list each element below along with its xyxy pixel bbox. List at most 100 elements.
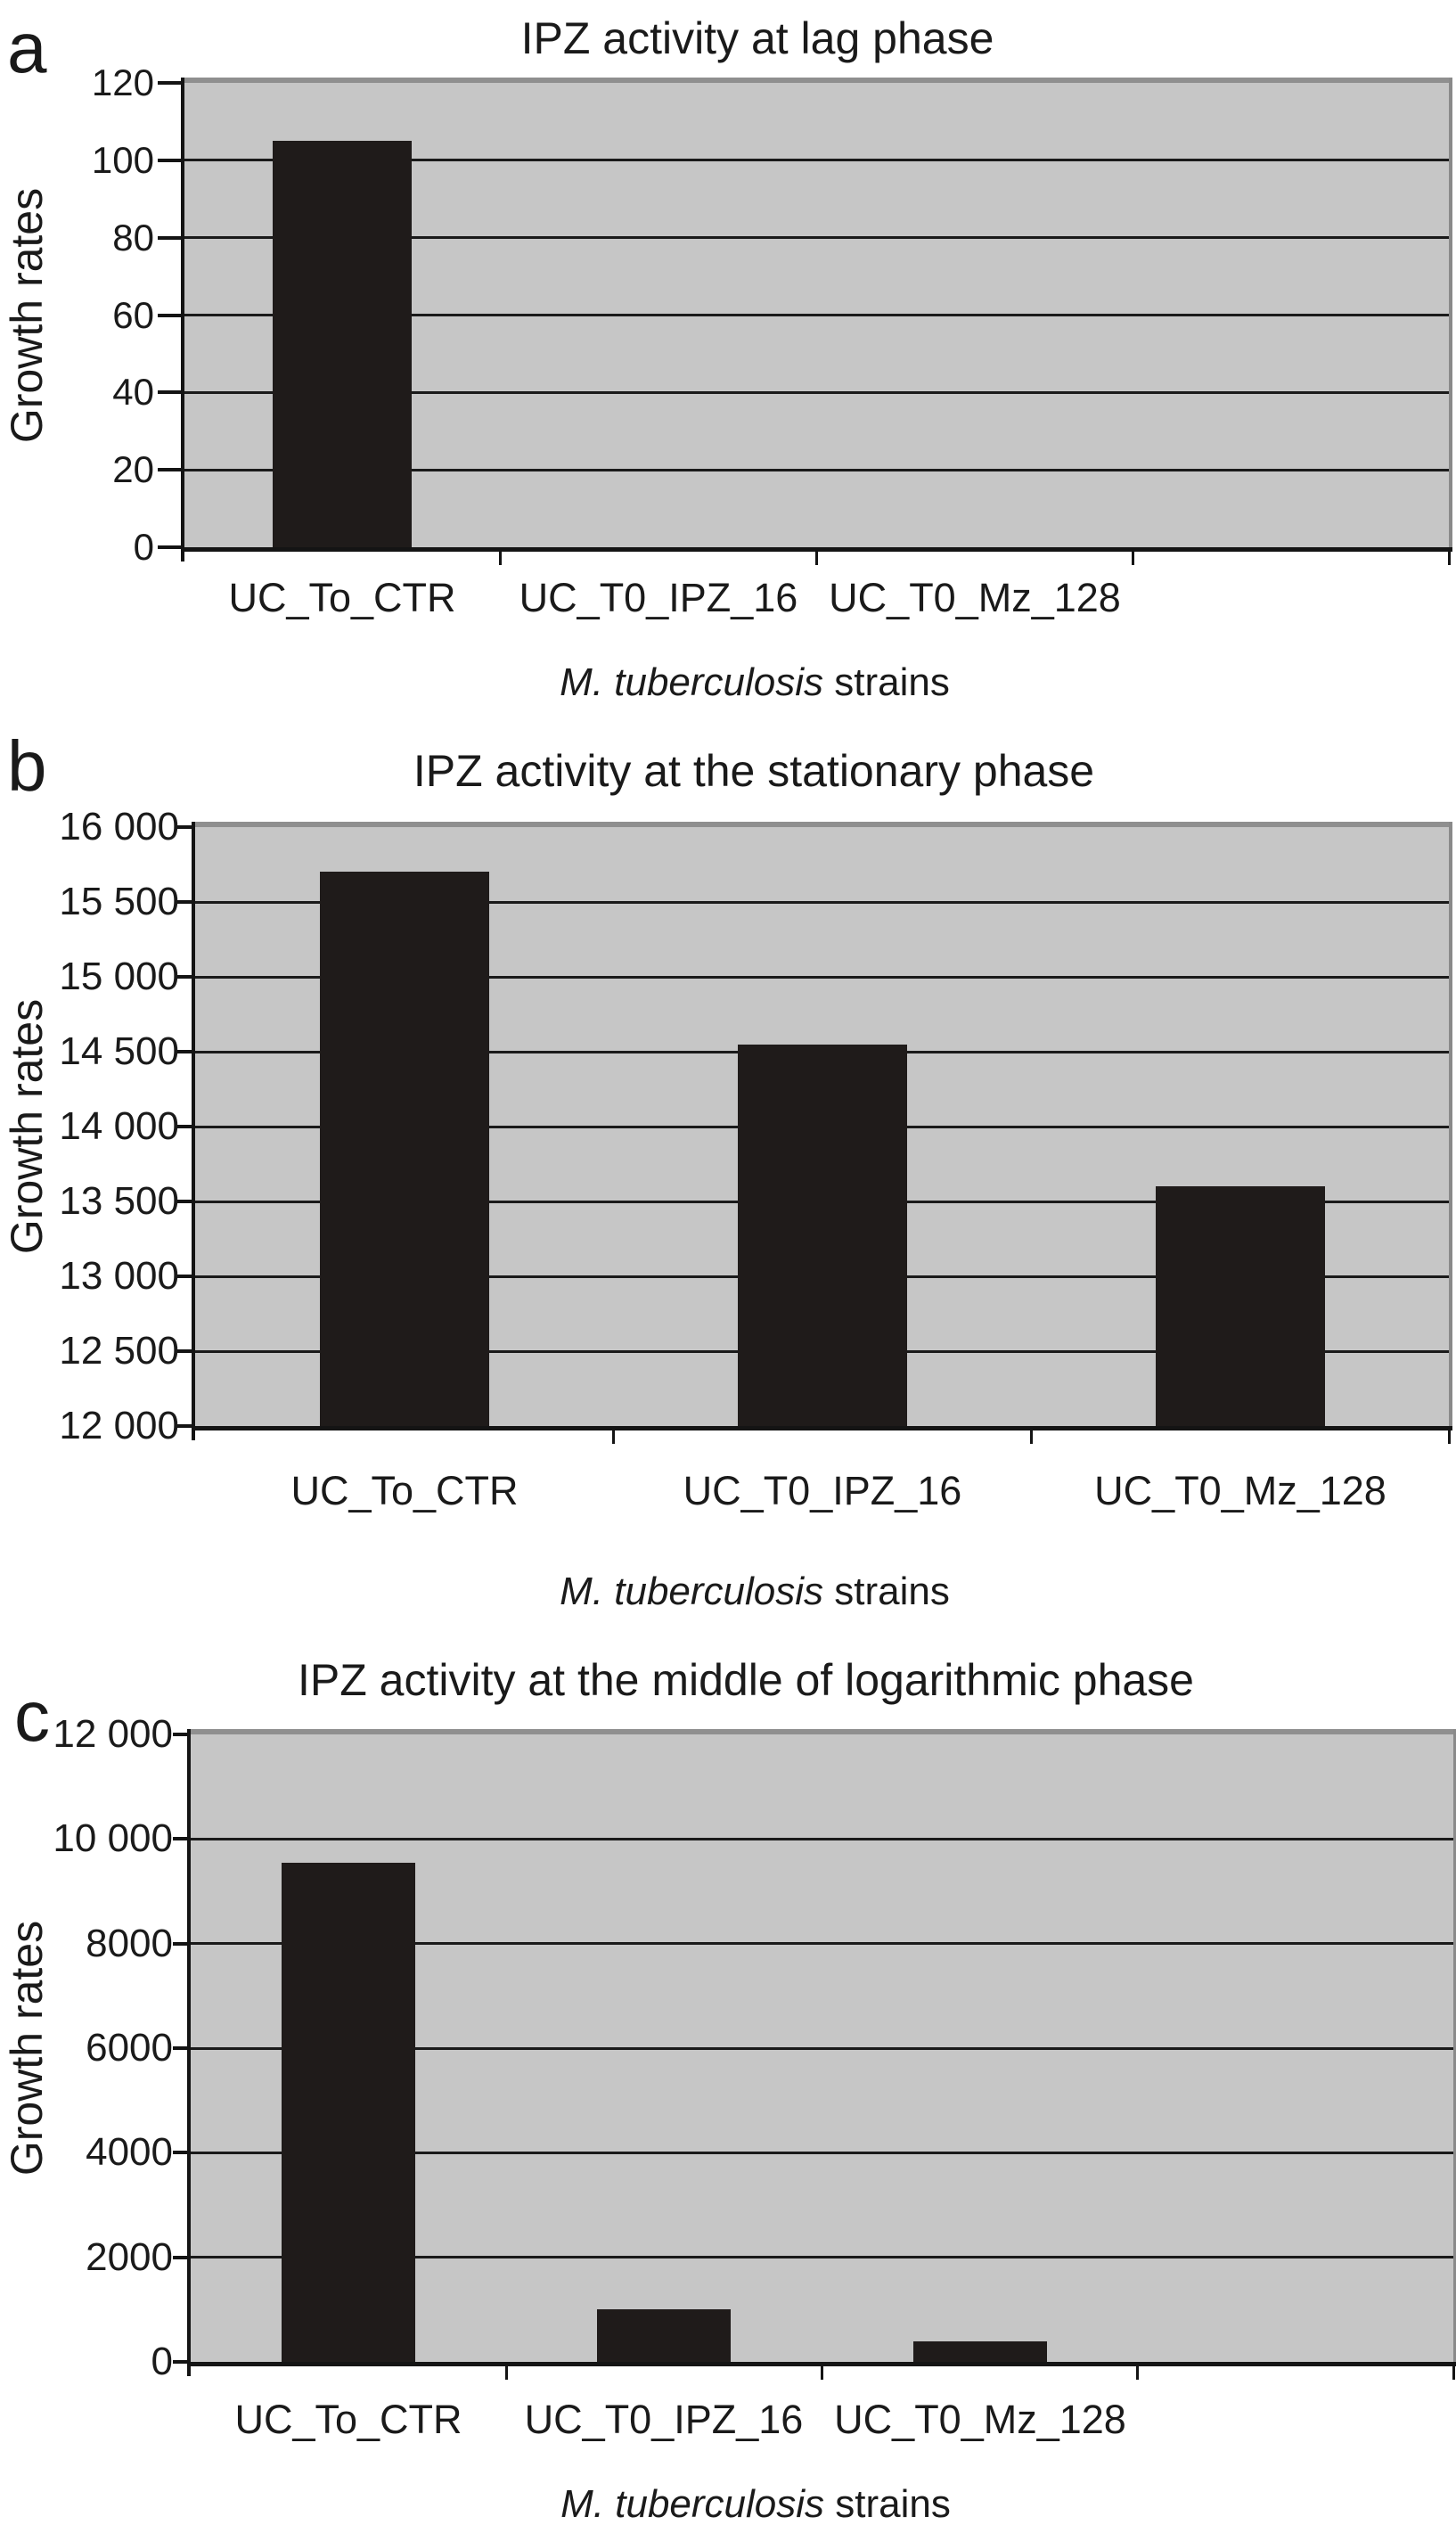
y-axis-tick — [173, 2360, 187, 2364]
y-axis-tick — [158, 159, 181, 162]
y-axis-line — [192, 822, 195, 1440]
plot-right-border — [1449, 78, 1452, 547]
x-axis-title-rest: strains — [823, 660, 950, 704]
y-axis-tick — [158, 390, 181, 394]
chart-title: IPZ activity at the stationary phase — [413, 746, 1095, 796]
category-label: UC_T0_Mz_128 — [834, 2397, 1126, 2442]
gridline — [195, 976, 1449, 979]
category-label: UC_T0_Mz_128 — [829, 575, 1121, 620]
y-axis-tick — [158, 236, 181, 240]
x-axis-line — [187, 2362, 1456, 2366]
y-tick-label: 16 000 — [59, 805, 179, 848]
y-axis-tick — [177, 1050, 192, 1053]
category-label: UC_To_CTR — [290, 1468, 519, 1513]
bar-UC_T0_IPZ_16 — [597, 2309, 731, 2362]
x-axis-tick — [1030, 1430, 1033, 1444]
y-axis-tick — [173, 2256, 187, 2259]
gridline — [195, 901, 1449, 904]
y-axis-tick — [177, 975, 192, 979]
y-tick-label: 13 000 — [59, 1254, 179, 1298]
y-tick-label: 12 500 — [59, 1329, 179, 1373]
gridline — [184, 314, 1449, 316]
y-axis-tick — [177, 1424, 192, 1428]
chart-title: IPZ activity at lag phase — [520, 13, 994, 63]
plot-top-border — [184, 78, 1452, 83]
chart-title: IPZ activity at the middle of logarithmi… — [297, 1655, 1194, 1705]
x-axis-tick — [815, 552, 818, 565]
y-axis-tick — [177, 1275, 192, 1278]
y-tick-label: 15 500 — [59, 880, 179, 923]
gridline — [191, 2047, 1453, 2050]
y-axis-tick — [177, 1349, 192, 1353]
y-tick-label: 60 — [112, 294, 154, 336]
y-axis-tick — [173, 1837, 187, 1840]
gridline — [184, 236, 1449, 239]
bar-UC_To_CTR — [320, 872, 489, 1426]
x-axis-title-italic: M. tuberculosis — [560, 2482, 825, 2526]
panel-letter-b: b — [7, 726, 47, 806]
bar-UC_T0_Mz_128 — [1156, 1186, 1325, 1426]
y-tick-label: 80 — [112, 217, 154, 258]
y-axis-tick — [177, 1200, 192, 1203]
y-tick-label: 4000 — [86, 2130, 173, 2174]
y-tick-label: 40 — [112, 371, 154, 413]
y-tick-label: 20 — [112, 448, 154, 490]
category-label: UC_T0_Mz_128 — [1094, 1468, 1386, 1513]
x-axis-tick — [505, 2366, 508, 2380]
x-axis-title: M. tuberculosis strains — [354, 1570, 1156, 1613]
gridline — [191, 2152, 1453, 2154]
gridline — [184, 469, 1449, 471]
y-tick-label: 0 — [151, 2340, 173, 2383]
y-axis-tick — [177, 900, 192, 904]
y-tick-label: 15 000 — [59, 955, 179, 998]
gridline — [184, 159, 1449, 161]
y-axis-tick — [173, 1733, 187, 1736]
y-axis-tick — [173, 2046, 187, 2050]
category-label: UC_T0_IPZ_16 — [524, 2397, 804, 2442]
y-axis-line — [187, 1729, 191, 2376]
x-axis-tick — [1452, 2366, 1455, 2380]
bar-UC_T0_IPZ_16 — [738, 1045, 907, 1426]
x-axis-title-italic: M. tuberculosis — [560, 1570, 824, 1613]
gridline — [191, 1942, 1453, 1945]
category-label: UC_T0_IPZ_16 — [519, 575, 798, 620]
y-axis-tick — [173, 1942, 187, 1946]
plot-right-border — [1453, 1729, 1456, 2362]
y-axis-tick — [158, 314, 181, 317]
y-tick-label: 120 — [91, 61, 154, 103]
y-tick-label: 100 — [91, 139, 154, 181]
y-axis-tick — [158, 81, 181, 85]
y-tick-label: 12 000 — [59, 1404, 179, 1447]
y-axis-tick — [177, 1125, 192, 1128]
y-axis-line — [181, 78, 184, 562]
x-axis-title-italic: M. tuberculosis — [560, 660, 824, 704]
plot-top-border — [195, 822, 1452, 827]
y-axis-tick — [177, 825, 192, 829]
x-axis-title-rest: strains — [823, 1570, 950, 1613]
x-axis-tick — [1132, 552, 1134, 565]
y-tick-label: 2000 — [86, 2235, 173, 2279]
category-label: UC_T0_IPZ_16 — [683, 1468, 962, 1513]
x-axis-line — [181, 547, 1452, 552]
bar-UC_To_CTR — [273, 141, 412, 547]
x-axis-tick — [1448, 1430, 1451, 1444]
y-tick-label: 6000 — [86, 2026, 173, 2070]
x-axis-line — [192, 1426, 1452, 1430]
x-axis-tick — [1136, 2366, 1139, 2380]
bar-UC_To_CTR — [282, 1863, 415, 2362]
x-axis-tick — [499, 552, 502, 565]
y-tick-label: 8000 — [86, 1922, 173, 1965]
plot-top-border — [191, 1729, 1456, 1734]
y-tick-label: 10 000 — [53, 1816, 173, 1860]
panel-letter-a: a — [7, 8, 47, 87]
panel-letter-c: c — [14, 1676, 50, 1756]
y-tick-label: 14 500 — [59, 1029, 179, 1073]
x-axis-tick — [612, 1430, 615, 1444]
plot-right-border — [1449, 822, 1452, 1426]
x-axis-tick — [821, 2366, 823, 2380]
x-axis-title: M. tuberculosis strains — [355, 2482, 1157, 2526]
category-label: UC_To_CTR — [228, 575, 456, 620]
